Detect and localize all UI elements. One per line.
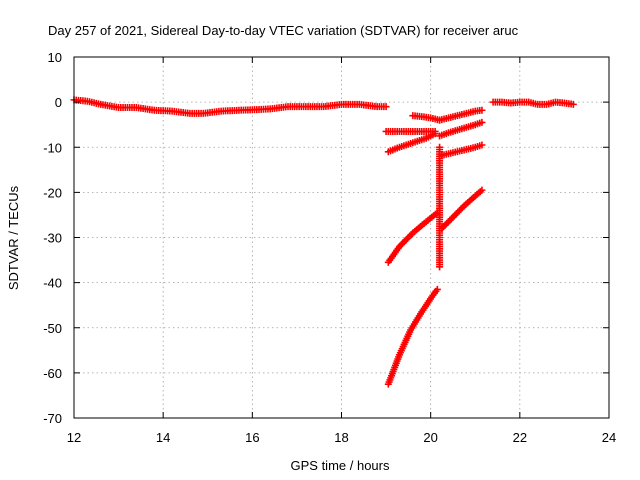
x-tick-label-4: 20 <box>423 430 437 445</box>
series-segment-1 <box>489 98 577 108</box>
x-tick-label-1: 14 <box>156 430 170 445</box>
series-segment-9 <box>438 186 486 232</box>
data-point-8-1-7 <box>407 231 415 239</box>
data-series <box>70 96 577 388</box>
y-tick-label-5: -40 <box>43 276 62 291</box>
x-tick-label-3: 18 <box>334 430 348 445</box>
data-point-7-3-2 <box>476 142 484 150</box>
y-tick-label-4: -30 <box>43 231 62 246</box>
data-point-4-1-5 <box>407 139 415 147</box>
chart-title: Day 257 of 2021, Sidereal Day-to-day VTE… <box>48 23 519 38</box>
data-point-10-2-8 <box>417 310 425 318</box>
data-point-7-2-4 <box>469 144 477 152</box>
x-tick-label-2: 16 <box>245 430 259 445</box>
x-axis-title: GPS time / hours <box>291 458 390 473</box>
data-point-10-3-8 <box>428 293 436 301</box>
axis-ticks: 12 14 16 18 20 22 24 10 0 -10 -20 -30 -40 -50 -60 -70 <box>43 50 616 445</box>
x-tick-label-0: 12 <box>67 430 81 445</box>
y-tick-label-6: -50 <box>43 321 62 336</box>
series-segment-4 <box>384 130 439 156</box>
data-point-0-1-5 <box>95 100 103 108</box>
data-point-1-8-3 <box>567 100 575 108</box>
y-tick-label-8: -70 <box>43 411 62 426</box>
data-point-8-0-7 <box>394 244 402 252</box>
data-point-6-3-3 <box>469 121 477 129</box>
data-point-9-3-3 <box>476 188 484 196</box>
data-point-5-4-2 <box>476 107 484 115</box>
series-segment-11 <box>436 143 444 271</box>
series-segment-0 <box>70 96 390 117</box>
data-point-7-1-4 <box>458 146 466 154</box>
data-point-9-1-6 <box>459 204 467 212</box>
series-segment-7 <box>438 141 486 159</box>
series-segment-10 <box>384 285 441 388</box>
y-tick-label-2: -10 <box>43 140 62 155</box>
x-tick-label-5: 22 <box>513 430 527 445</box>
y-tick-label-3: -20 <box>43 185 62 200</box>
series-segment-5 <box>436 106 486 124</box>
data-point-7-0-4 <box>447 149 455 157</box>
y-axis-title: SDTVAR / TECUs <box>6 185 21 290</box>
data-point-8-2-6 <box>420 219 428 227</box>
data-point-4-2-5 <box>420 135 428 143</box>
y-tick-label-0: 10 <box>48 50 62 65</box>
series-segment-3 <box>409 112 444 124</box>
data-point-10-1-11 <box>406 328 414 336</box>
data-point-6-2-3 <box>460 124 468 132</box>
data-point-5-1-3 <box>451 112 459 120</box>
data-point-4-3-3 <box>429 131 437 139</box>
y-tick-label-1: 0 <box>55 95 62 110</box>
y-tick-label-7: -60 <box>43 366 62 381</box>
x-tick-label-6: 24 <box>602 430 616 445</box>
data-point-3-1-3 <box>424 114 432 122</box>
data-point-9-2-5 <box>469 194 477 202</box>
data-point-0-18-3 <box>380 103 388 111</box>
data-point-6-4-2 <box>476 119 484 127</box>
data-point-5-2-3 <box>460 110 468 118</box>
data-point-6-1-3 <box>451 127 459 135</box>
data-point-10-0-13 <box>395 353 403 361</box>
data-point-10-4-2 <box>432 287 440 295</box>
series-segment-6 <box>436 118 486 140</box>
data-point-6-0-3 <box>442 130 450 138</box>
data-point-5-3-3 <box>469 108 477 116</box>
data-point-9-0-6 <box>447 215 455 223</box>
data-point-4-0-4 <box>393 144 401 152</box>
data-point-11-4-11 <box>436 261 444 269</box>
data-point-5-0-3 <box>442 114 450 122</box>
